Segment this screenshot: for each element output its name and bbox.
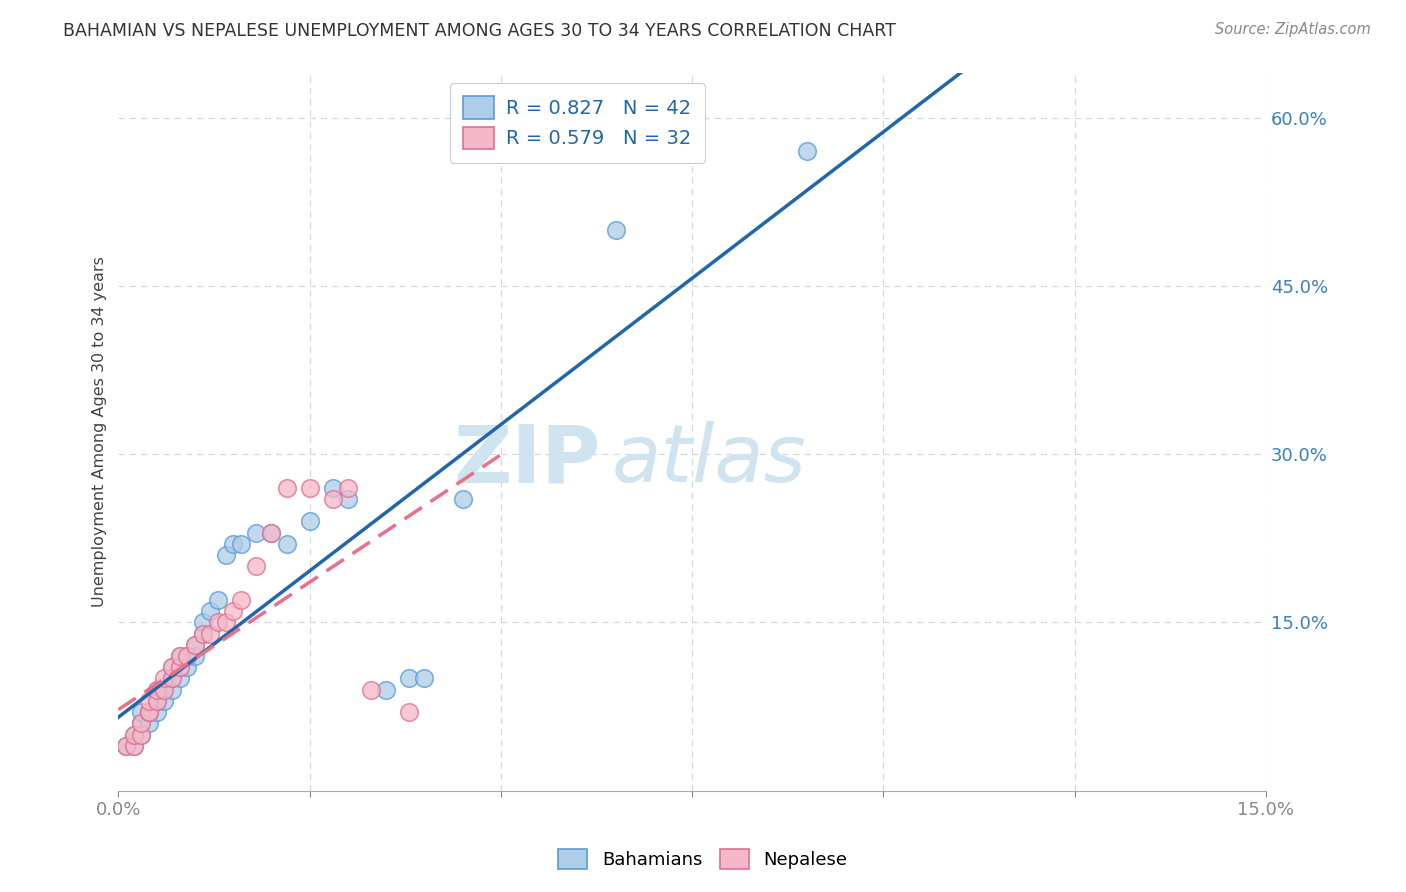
Point	[153, 682, 176, 697]
Point	[260, 525, 283, 540]
Point	[605, 223, 627, 237]
Point	[145, 682, 167, 697]
Text: atlas: atlas	[612, 422, 807, 500]
Point	[160, 672, 183, 686]
Point	[160, 660, 183, 674]
Point	[200, 604, 222, 618]
Point	[138, 705, 160, 719]
Point	[191, 626, 214, 640]
Point	[169, 660, 191, 674]
Text: Source: ZipAtlas.com: Source: ZipAtlas.com	[1215, 22, 1371, 37]
Point	[276, 481, 298, 495]
Point	[796, 145, 818, 159]
Point	[122, 739, 145, 753]
Point	[451, 491, 474, 506]
Point	[398, 672, 420, 686]
Point	[153, 672, 176, 686]
Point	[200, 626, 222, 640]
Point	[160, 660, 183, 674]
Point	[160, 682, 183, 697]
Point	[398, 705, 420, 719]
Point	[138, 705, 160, 719]
Point	[145, 682, 167, 697]
Point	[184, 638, 207, 652]
Point	[229, 537, 252, 551]
Point	[122, 739, 145, 753]
Point	[138, 705, 160, 719]
Point	[214, 548, 236, 562]
Text: BAHAMIAN VS NEPALESE UNEMPLOYMENT AMONG AGES 30 TO 34 YEARS CORRELATION CHART: BAHAMIAN VS NEPALESE UNEMPLOYMENT AMONG …	[63, 22, 896, 40]
Point	[375, 682, 398, 697]
Point	[169, 648, 191, 663]
Point	[207, 615, 229, 630]
Point	[176, 660, 198, 674]
Point	[145, 705, 167, 719]
Point	[153, 694, 176, 708]
Point	[169, 648, 191, 663]
Point	[176, 648, 198, 663]
Point	[245, 525, 267, 540]
Point	[122, 727, 145, 741]
Point	[260, 525, 283, 540]
Point	[169, 672, 191, 686]
Point	[245, 559, 267, 574]
Point	[229, 593, 252, 607]
Point	[131, 705, 153, 719]
Point	[322, 481, 344, 495]
Point	[298, 481, 321, 495]
Point	[131, 716, 153, 731]
Point	[131, 727, 153, 741]
Point	[360, 682, 382, 697]
Point	[115, 739, 138, 753]
Point	[131, 727, 153, 741]
Point	[222, 537, 245, 551]
Point	[298, 515, 321, 529]
Point	[184, 648, 207, 663]
Point	[336, 491, 359, 506]
Text: ZIP: ZIP	[453, 422, 600, 500]
Point	[131, 716, 153, 731]
Point	[184, 638, 207, 652]
Y-axis label: Unemployment Among Ages 30 to 34 years: Unemployment Among Ages 30 to 34 years	[93, 256, 107, 607]
Point	[176, 648, 198, 663]
Point	[122, 727, 145, 741]
Point	[115, 739, 138, 753]
Point	[214, 615, 236, 630]
Point	[276, 537, 298, 551]
Point	[191, 626, 214, 640]
Point	[160, 672, 183, 686]
Point	[145, 694, 167, 708]
Legend: Bahamians, Nepalese: Bahamians, Nepalese	[550, 839, 856, 879]
Legend: R = 0.827   N = 42, R = 0.579   N = 32: R = 0.827 N = 42, R = 0.579 N = 32	[450, 83, 704, 162]
Point	[207, 593, 229, 607]
Point	[145, 694, 167, 708]
Point	[138, 694, 160, 708]
Point	[191, 615, 214, 630]
Point	[153, 682, 176, 697]
Point	[138, 716, 160, 731]
Point	[413, 672, 436, 686]
Point	[322, 491, 344, 506]
Point	[336, 481, 359, 495]
Point	[222, 604, 245, 618]
Point	[169, 660, 191, 674]
